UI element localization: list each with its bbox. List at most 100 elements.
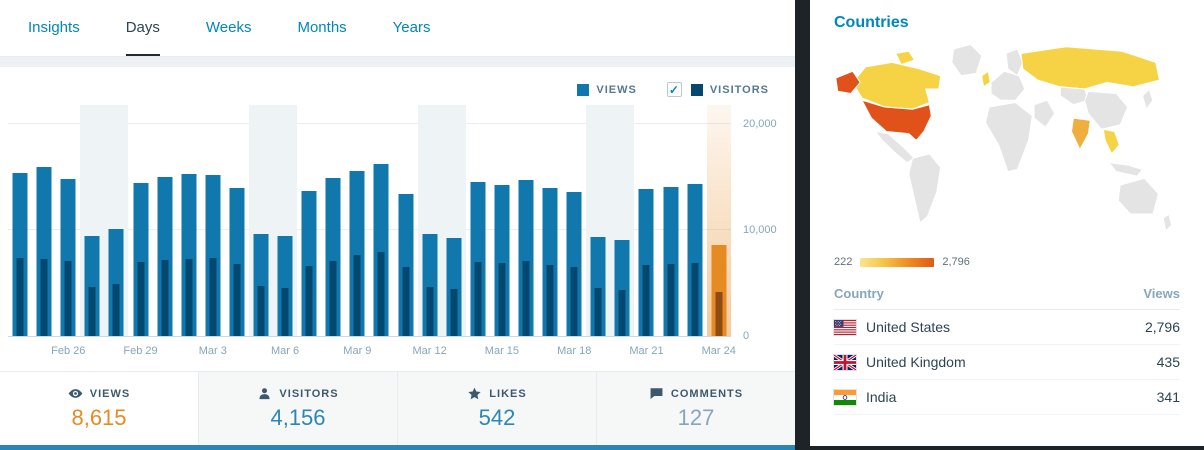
visitors-bar[interactable] — [498, 263, 506, 336]
views-bar[interactable] — [157, 177, 173, 336]
chart-day-mar-18[interactable]: Mar 18 — [557, 105, 591, 357]
views-bar[interactable] — [542, 188, 558, 336]
views-bar[interactable] — [494, 185, 510, 336]
visitors-bar[interactable] — [329, 261, 337, 336]
chart-day-feb-28[interactable] — [104, 105, 129, 336]
visitors-bar[interactable] — [522, 261, 530, 336]
visitors-bar[interactable] — [353, 255, 361, 336]
visitors-bar[interactable] — [185, 259, 193, 336]
visitors-bar[interactable] — [546, 265, 554, 336]
visitors-bar[interactable] — [667, 264, 675, 336]
chart-day-feb-27[interactable] — [80, 105, 105, 336]
visitors-bar[interactable] — [112, 284, 120, 336]
visitors-bar[interactable] — [642, 265, 650, 336]
visitors-bar[interactable] — [570, 267, 578, 336]
tab-months[interactable]: Months — [297, 18, 347, 36]
chart-day-mar-11[interactable] — [394, 105, 418, 336]
chart-day-mar-6[interactable]: Mar 6 — [271, 105, 299, 357]
visitors-bar[interactable] — [474, 262, 482, 336]
views-bar[interactable] — [373, 164, 389, 336]
views-bar[interactable] — [518, 180, 534, 336]
views-bar[interactable] — [446, 238, 462, 336]
visitors-bar[interactable] — [450, 289, 458, 336]
visitors-toggle-checkbox[interactable]: ✓ — [666, 82, 682, 97]
visitors-bar[interactable] — [161, 260, 169, 336]
chart-day-mar-17[interactable] — [538, 105, 562, 336]
views-bar[interactable] — [687, 184, 703, 336]
chart-day-mar-1[interactable] — [153, 105, 177, 336]
visitors-bar[interactable] — [691, 263, 699, 336]
visitors-bar[interactable] — [305, 266, 313, 336]
views-bar[interactable] — [205, 175, 221, 336]
summary-tab-views[interactable]: VIEWS 8,615 — [0, 372, 199, 445]
views-bar[interactable] — [60, 179, 76, 336]
chart-day-mar-24[interactable]: Mar 24 — [702, 105, 736, 357]
views-bar[interactable] — [663, 187, 679, 336]
tab-insights[interactable]: Insights — [28, 18, 80, 36]
views-bar[interactable] — [84, 236, 100, 336]
views-bar[interactable] — [12, 173, 28, 336]
tab-years[interactable]: Years — [392, 18, 431, 36]
chart-day-mar-9[interactable]: Mar 9 — [343, 105, 371, 357]
map-country-united-states[interactable] — [861, 99, 932, 141]
summary-tab-likes[interactable]: LIKES 542 — [398, 372, 597, 445]
chart-day-mar-20[interactable] — [610, 105, 635, 336]
views-bar[interactable] — [638, 189, 654, 336]
chart-day-mar-3[interactable]: Mar 3 — [199, 105, 227, 357]
chart-day-mar-15[interactable]: Mar 15 — [485, 105, 519, 357]
views-bar[interactable] — [398, 194, 414, 336]
views-bar[interactable] — [590, 237, 606, 336]
chart-day-mar-5[interactable] — [248, 105, 274, 336]
views-bar[interactable] — [566, 192, 582, 336]
visitors-bar[interactable] — [281, 288, 289, 336]
visitors-bar[interactable] — [209, 258, 217, 336]
chart-day-mar-10[interactable] — [369, 105, 393, 336]
chart-day-mar-21[interactable]: Mar 21 — [629, 105, 664, 357]
chart-day-feb-29[interactable]: Feb 29 — [123, 105, 158, 357]
visitors-bar[interactable] — [40, 259, 48, 336]
views-bar[interactable] — [133, 183, 149, 336]
visitors-bar[interactable] — [233, 264, 241, 336]
chart-day-mar-16[interactable] — [514, 105, 538, 336]
chart-day-mar-22[interactable] — [659, 105, 683, 336]
visitors-bar[interactable] — [594, 288, 602, 336]
map-country-india[interactable] — [1071, 117, 1091, 150]
visitors-bar[interactable] — [137, 262, 145, 336]
chart-day-mar-14[interactable] — [466, 105, 490, 336]
visitors-bar[interactable] — [426, 287, 434, 336]
map-country-russia[interactable] — [1020, 46, 1160, 90]
map-region-indochina[interactable] — [1102, 128, 1120, 155]
views-bar[interactable] — [422, 234, 438, 336]
views-bar[interactable] — [36, 167, 52, 336]
chart-day-mar-23[interactable] — [683, 105, 707, 336]
visitors-bar[interactable] — [618, 290, 626, 336]
map-country-united-kingdom[interactable] — [981, 70, 991, 88]
views-bar[interactable] — [181, 174, 197, 336]
visitors-bar[interactable] — [16, 258, 24, 336]
visitors-bar[interactable] — [88, 287, 96, 336]
summary-tab-visitors[interactable]: VISITORS 4,156 — [199, 372, 398, 445]
chart-day-mar-8[interactable] — [321, 105, 345, 336]
views-bar[interactable] — [325, 178, 341, 336]
views-bar[interactable] — [253, 234, 269, 336]
chart-day-mar-4[interactable] — [225, 105, 249, 336]
summary-tab-comments[interactable]: COMMENTS 127 — [597, 372, 795, 445]
chart-day-mar-13[interactable] — [441, 105, 466, 336]
visitors-bar[interactable] — [64, 261, 72, 336]
views-bar[interactable] — [108, 229, 124, 336]
chart-day-mar-7[interactable] — [297, 105, 321, 336]
views-bar[interactable] — [614, 240, 630, 336]
chart-day-feb-25[interactable] — [32, 105, 56, 336]
visitors-bar[interactable] — [257, 286, 265, 336]
tab-weeks[interactable]: Weeks — [205, 18, 252, 36]
chart-day-mar-12[interactable]: Mar 12 — [413, 105, 447, 357]
views-bar[interactable] — [277, 236, 293, 336]
chart-day-mar-19[interactable] — [586, 105, 611, 336]
chart-day-feb-26[interactable]: Feb 26 — [51, 105, 85, 357]
visitors-bar[interactable] — [402, 267, 410, 336]
chart-day-feb-24[interactable] — [8, 105, 32, 336]
views-bar[interactable] — [229, 188, 245, 336]
visitors-bar[interactable] — [377, 252, 385, 336]
views-bar[interactable] — [349, 171, 365, 336]
views-bar[interactable] — [470, 182, 486, 336]
